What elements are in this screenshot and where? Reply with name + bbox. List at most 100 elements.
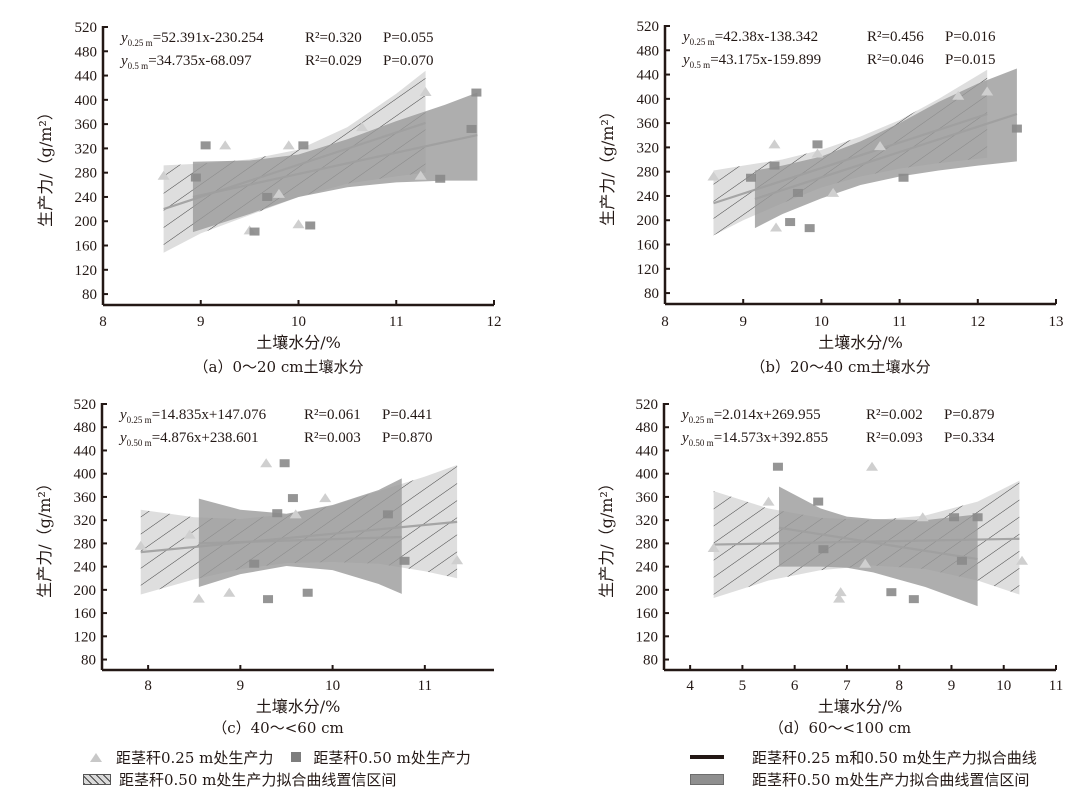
point-square [249,227,260,236]
point-square [272,509,283,518]
panel-caption: （d）60～<100 cm [769,719,911,737]
y-tick-label: 440 [636,443,659,459]
x-tick-label: 9 [197,314,205,330]
x-tick-label: 5 [739,678,747,694]
regression-equation: y0.25 m=52.391x-230.254 [119,30,264,48]
y-tick-label: 480 [75,44,98,60]
point-triangle [223,587,236,597]
point-triangle [1016,555,1029,565]
x-tick-label: 10 [996,678,1011,694]
y-axis-title: 生产力/（g/m²） [597,475,616,598]
point-square [287,494,298,503]
x-tick-label: 8 [144,678,152,694]
panel-caption: （c）40～<60 cm [212,719,344,737]
y-tick-label: 160 [636,606,659,622]
y-axis-title: 生产力/（g/m²） [598,103,617,226]
legend-row-4: 距茎秆0.50 m处生产力拟合曲线置信区间 [680,768,1037,790]
fit-line-050 [778,526,978,561]
panel-c: 80 120 160 200 240 280 320 360 400 440 480 520 8 9 10 1… [35,397,494,737]
panel-d: 80 120 160 200 240 280 320 360 400 440 480 520 4 5 6 7 8… [597,397,1063,737]
y-tick-label: 200 [75,214,98,230]
point-triangle [419,86,432,96]
regression-equation: y0.25 m=14.835x+147.076 [118,407,267,425]
point-square [466,124,477,133]
point-triangle [770,222,783,232]
legend-row-3: 距茎秆0.25 m和0.50 m处生产力拟合曲线 [680,746,1037,768]
point-square [1011,124,1022,133]
x-axis-title: 土壤水分/% [256,697,341,716]
y-axis-title: 生产力/（g/m²） [36,104,55,227]
point-triangle [833,593,846,603]
hatched-band-icon [83,773,111,785]
point-square [279,459,290,468]
p-value: P=0.870 [382,430,433,446]
point-square [813,497,824,506]
fit-line-050 [192,133,478,199]
fit-line-025 [140,520,458,554]
y-tick-label: 520 [636,397,659,413]
point-square [190,173,201,182]
r-squared-value: R²=0.046 [867,52,924,68]
y-tick-label: 400 [75,93,98,109]
x-tick-label: 13 [1049,314,1064,330]
point-square [956,556,967,565]
triangle-marker-icon [90,752,102,762]
r-squared-value: R²=0.003 [304,430,361,446]
x-tick-label: 8 [895,678,903,694]
x-tick-label: 11 [892,314,906,330]
y-tick-label: 280 [75,166,98,182]
y-tick-label: 360 [637,116,660,132]
y-tick-label: 120 [75,263,98,279]
y-tick-label: 440 [75,69,98,85]
point-triangle [707,171,720,181]
regression-equation: y0.25 m=42.38x-138.342 [681,29,818,47]
x-axis-title: 土壤水分/% [256,333,341,352]
p-value: P=0.879 [944,407,995,423]
fit-line-icon [690,755,724,759]
x-tick-label: 8 [661,314,669,330]
y-tick-label: 440 [74,443,97,459]
point-square [812,140,823,149]
panel-b: 80 120 160 200 240 280 320 360 400 440 480 520 8 9 10 1… [598,19,1064,376]
point-square [804,224,815,233]
y-tick-label: 520 [75,20,98,36]
p-value: P=0.015 [945,52,996,68]
regression-equation: y0.5 m=34.735x-68.097 [119,53,252,71]
y-tick-label: 280 [637,165,660,181]
point-square [785,218,796,227]
y-tick-label: 240 [637,189,660,205]
x-tick-label: 6 [791,678,799,694]
point-square [886,588,897,597]
y-tick-label: 120 [637,262,660,278]
point-square [249,559,260,568]
fit-line-050 [198,535,402,545]
point-square [898,173,909,182]
x-tick-label: 9 [739,314,747,330]
point-triangle [916,512,929,522]
y-tick-label: 200 [637,213,660,229]
legend-label-050: 距茎秆0.50 m处生产力 [313,748,471,767]
point-square [818,545,829,554]
point-triangle [451,555,464,565]
x-tick-label: 10 [291,314,306,330]
y-tick-label: 360 [75,117,98,133]
x-tick-label: 10 [814,314,829,330]
y-tick-label: 400 [74,467,97,483]
point-square [792,188,803,197]
x-tick-label: 7 [843,678,851,694]
point-triangle [157,170,170,180]
x-axis-title: 土壤水分/% [818,697,903,716]
r-squared-value: R²=0.029 [305,53,362,69]
y-tick-label: 520 [637,19,660,35]
y-axis-title: 生产力/（g/m²） [35,475,54,598]
x-tick-label: 10 [325,678,340,694]
point-square [435,174,446,183]
point-square [972,513,983,522]
y-tick-label: 360 [636,490,659,506]
point-square [769,161,780,170]
r-squared-value: R²=0.320 [305,30,362,46]
regression-equation: y0.50 m=4.876x+238.601 [118,430,259,448]
y-tick-label: 320 [637,140,660,156]
y-tick-label: 240 [74,560,97,576]
point-square [746,173,757,182]
